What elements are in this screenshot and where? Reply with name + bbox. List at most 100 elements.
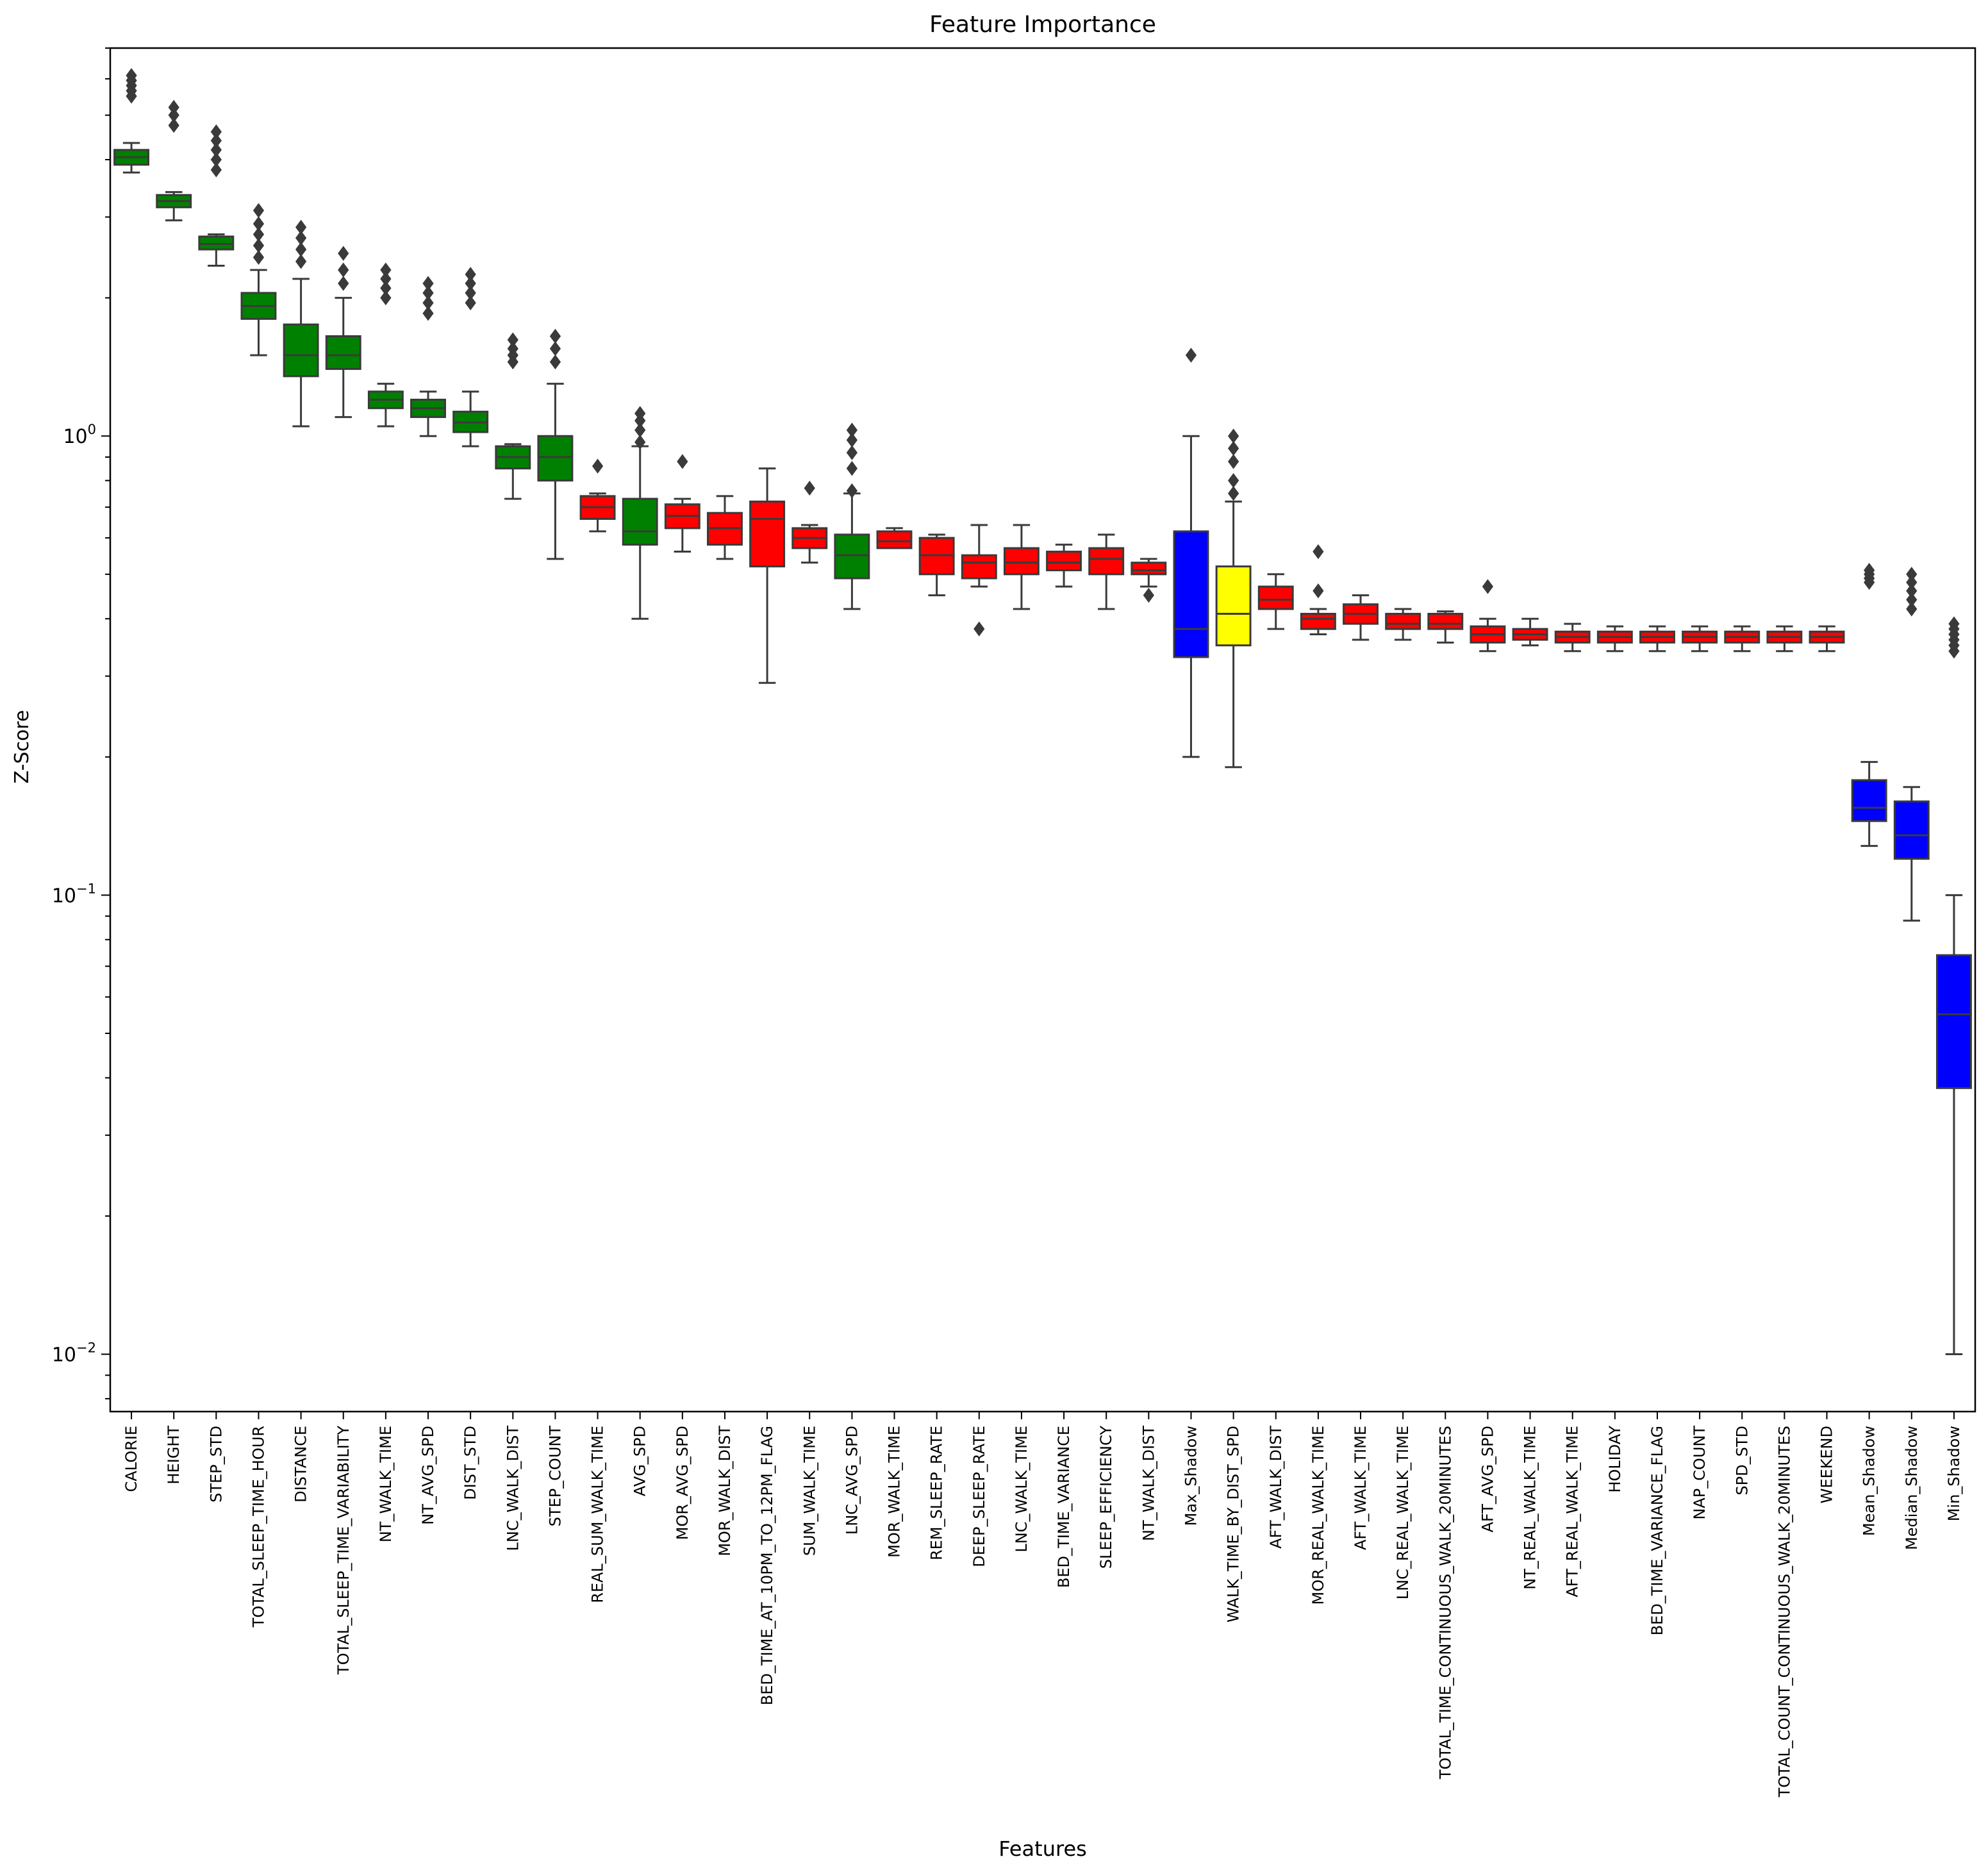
x-tick-label: LNC_WALK_TIME <box>1013 1426 1031 1553</box>
outlier-marker <box>380 280 392 296</box>
box <box>1935 954 1972 1089</box>
box <box>537 435 574 482</box>
box <box>1215 565 1252 647</box>
outlier-marker <box>1906 592 1918 608</box>
x-tick-label: BED_TIME_VARIANCE <box>1055 1426 1073 1588</box>
x-tick-label: NT_WALK_TIME <box>377 1426 395 1542</box>
outlier-marker <box>634 435 646 450</box>
outlier-marker <box>168 99 179 115</box>
y-tick-label: 100 <box>63 422 96 448</box>
x-tick-label: REAL_SUM_WALK_TIME <box>589 1426 607 1603</box>
outlier-marker <box>846 461 858 476</box>
x-axis-label: Features <box>998 1837 1087 1861</box>
outlier-marker <box>634 422 646 438</box>
outlier-marker <box>677 454 688 469</box>
outlier-marker <box>338 276 349 291</box>
box <box>1851 779 1887 822</box>
outlier-marker <box>380 290 392 306</box>
outlier-marker <box>549 354 561 370</box>
box <box>622 497 658 546</box>
box <box>325 335 361 371</box>
x-tick-label: Mean_Shadow <box>1860 1426 1878 1536</box>
outlier-marker <box>338 246 349 261</box>
outlier-marker <box>1227 486 1239 501</box>
outlier-marker <box>168 117 179 133</box>
y-axis-label: Z-Score <box>11 710 33 784</box>
outlier-marker <box>465 295 476 311</box>
x-tick-label: SUM_WALK_TIME <box>800 1426 818 1556</box>
x-tick-label: TOTAL_SLEEP_TIME_HOUR <box>249 1426 267 1628</box>
x-tick-label: SPD_STD <box>1733 1426 1751 1496</box>
outlier-marker <box>465 267 476 282</box>
x-tick-label: NT_WALK_DIST <box>1139 1426 1157 1541</box>
x-tick-label: REM_SLEEP_RATE <box>928 1426 946 1560</box>
outlier-marker <box>1482 579 1494 594</box>
box <box>1173 530 1209 658</box>
outlier-marker <box>634 406 646 421</box>
outlier-marker <box>295 219 307 235</box>
outlier-marker <box>1185 347 1197 363</box>
x-tick-label: MOR_AVG_SPD <box>674 1426 692 1540</box>
outlier-marker <box>549 341 561 356</box>
outlier-marker <box>210 152 222 167</box>
outlier-marker <box>1313 544 1324 560</box>
x-tick-label: WEEKEND <box>1818 1426 1836 1503</box>
outlier-marker <box>465 285 476 301</box>
x-tick-label: HEIGHT <box>165 1426 183 1485</box>
outlier-marker <box>338 262 349 278</box>
box <box>834 533 870 580</box>
outlier-marker <box>846 432 858 448</box>
x-tick-label: Median_Shadow <box>1903 1426 1921 1550</box>
box <box>1893 800 1930 860</box>
outlier-marker <box>253 238 265 253</box>
outlier-marker <box>253 226 265 242</box>
x-tick-label: STEP_COUNT <box>546 1426 564 1527</box>
x-tick-label: AFT_WALK_DIST <box>1267 1426 1285 1549</box>
outlier-marker <box>1906 583 1918 599</box>
outlier-marker <box>1864 563 1875 578</box>
x-tick-label: DISTANCE <box>292 1426 310 1503</box>
box <box>1003 547 1040 576</box>
x-tick-label: CALORIE <box>122 1426 140 1492</box>
x-tick-label: NT_REAL_WALK_TIME <box>1521 1426 1539 1590</box>
x-tick-label: SLEEP_EFFICIENCY <box>1097 1426 1115 1569</box>
outlier-marker <box>1143 587 1154 603</box>
outlier-marker <box>1948 616 1960 631</box>
x-tick-label: LNC_REAL_WALK_TIME <box>1394 1426 1412 1599</box>
box <box>1427 613 1464 630</box>
x-tick-label: DEEP_SLEEP_RATE <box>970 1426 988 1567</box>
x-tick-label: BED_TIME_VARIANCE_FLAG <box>1648 1426 1666 1635</box>
outlier-marker <box>210 133 222 149</box>
outlier-marker <box>253 203 265 218</box>
x-tick-label: LNC_WALK_DIST <box>504 1426 522 1551</box>
outlier-marker <box>210 124 222 140</box>
outlier-marker <box>422 306 434 321</box>
outlier-marker <box>465 276 476 291</box>
outlier-marker <box>846 445 858 460</box>
x-tick-label: TOTAL_COUNT_CONTINUOUS_WALK_20MINUTES <box>1775 1426 1793 1797</box>
box <box>1131 562 1167 576</box>
outlier-marker <box>846 422 858 438</box>
box <box>1385 613 1421 630</box>
outlier-marker <box>1227 454 1239 469</box>
outlier-marker <box>846 483 858 499</box>
box <box>1257 585 1294 610</box>
outlier-marker <box>168 108 179 123</box>
outlier-marker <box>295 254 307 269</box>
outlier-marker <box>295 230 307 246</box>
box <box>1046 551 1082 572</box>
box <box>876 530 913 549</box>
outlier-marker <box>210 162 222 178</box>
chart-title: Feature Importance <box>929 12 1156 38</box>
x-tick-label: AFT_REAL_WALK_TIME <box>1564 1426 1582 1597</box>
outlier-marker <box>507 332 518 347</box>
x-tick-label: NT_AVG_SPD <box>419 1426 437 1525</box>
outlier-marker <box>1227 428 1239 444</box>
outlier-marker <box>1906 567 1918 582</box>
box <box>1300 613 1336 630</box>
outlier-marker <box>592 458 604 474</box>
outlier-marker <box>507 341 518 356</box>
x-tick-label: HOLIDAY <box>1606 1426 1624 1493</box>
